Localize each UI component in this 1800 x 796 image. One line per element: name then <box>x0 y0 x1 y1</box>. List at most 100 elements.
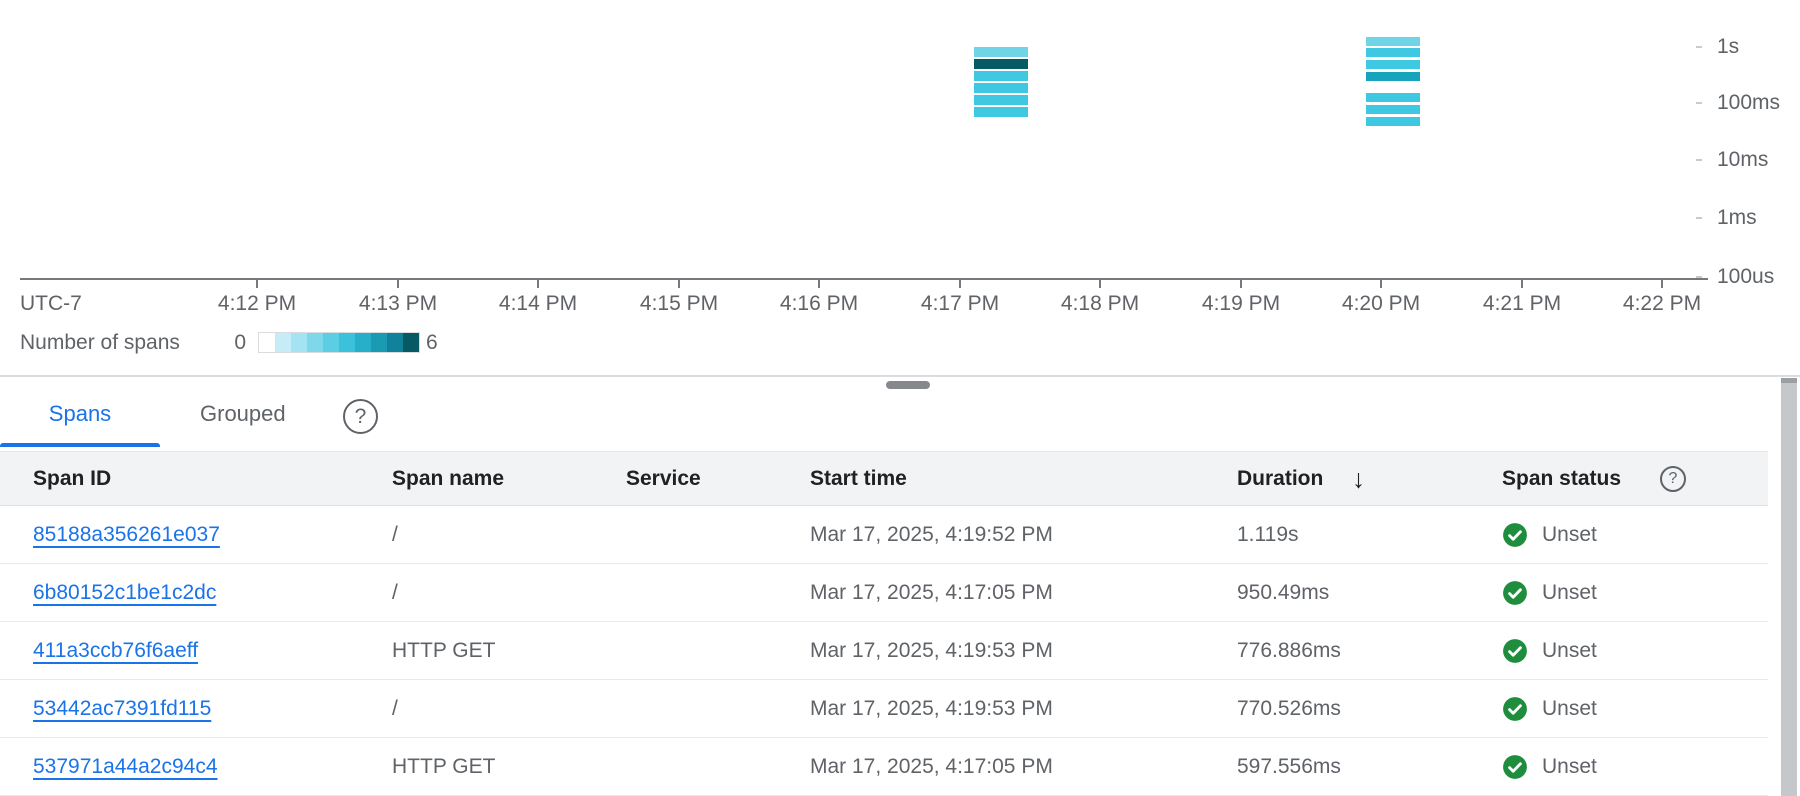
column-header-service: Service <box>626 466 701 490</box>
duration-cell: 770.526ms <box>1237 696 1341 720</box>
status-check-icon <box>1503 696 1527 721</box>
heatmap-cell[interactable] <box>1366 117 1420 126</box>
y-axis-tick <box>1696 46 1702 48</box>
legend-max-value: 6 <box>426 331 438 354</box>
heatmap-cell[interactable] <box>974 95 1028 105</box>
legend-gradient-step <box>387 333 403 352</box>
heatmap-cell[interactable] <box>974 71 1028 81</box>
x-axis-tick-label: 4:20 PM <box>1341 292 1421 315</box>
legend-gradient-step <box>275 333 291 352</box>
legend-gradient-step <box>355 333 371 352</box>
panel-resize-handle[interactable] <box>886 381 930 389</box>
legend-gradient-step <box>371 333 387 352</box>
x-axis-tick <box>1099 280 1101 288</box>
start-time-cell: Mar 17, 2025, 4:19:52 PM <box>810 522 1053 546</box>
table-row: 85188a356261e037 / Mar 17, 2025, 4:19:52 P… <box>0 506 1768 564</box>
heatmap-cell[interactable] <box>974 59 1028 69</box>
status-check-icon <box>1503 754 1527 779</box>
heatmap-cell[interactable] <box>1366 93 1420 102</box>
x-axis-tick-label: 4:21 PM <box>1482 292 1562 315</box>
column-header-duration[interactable]: Duration <box>1237 466 1324 490</box>
span-status-help-icon[interactable] <box>1660 465 1686 492</box>
x-axis-tick-label: 4:13 PM <box>358 292 438 315</box>
span-id-link[interactable]: 411a3ccb76f6aeff <box>33 638 199 662</box>
y-axis-tick <box>1696 159 1702 161</box>
duration-cell: 1.119s <box>1237 522 1299 546</box>
table-row: 411a3ccb76f6aeff HTTP GET Mar 17, 2025, 4:… <box>0 622 1768 680</box>
x-axis-tick <box>678 280 680 288</box>
table-row: 537971a44a2c94c4 HTTP GET Mar 17, 2025, 4:… <box>0 738 1768 796</box>
span-name-cell: / <box>392 696 398 720</box>
table-header-row: Span ID Span name Service Start time Dur… <box>0 451 1768 506</box>
panel-divider <box>0 375 1800 377</box>
column-header-span-status: Span status <box>1502 466 1622 490</box>
tab-grouped[interactable]: Grouped <box>200 401 286 426</box>
table-row: 53442ac7391fd115 / Mar 17, 2025, 4:19:53 P… <box>0 680 1768 738</box>
duration-cell: 950.49ms <box>1237 580 1330 604</box>
grouped-help-icon[interactable] <box>343 399 378 434</box>
column-header-span-id: Span ID <box>33 466 112 490</box>
y-axis-tick <box>1696 276 1702 278</box>
status-check-icon <box>1503 522 1527 547</box>
x-axis-tick-label: 4:15 PM <box>639 292 719 315</box>
span-id-link[interactable]: 6b80152c1be1c2dc <box>33 580 217 604</box>
x-axis-line <box>20 278 1708 280</box>
y-axis-tick-label: 1ms <box>1717 206 1757 229</box>
heatmap-cell[interactable] <box>1366 105 1420 114</box>
span-id-link[interactable]: 53442ac7391fd115 <box>33 696 212 720</box>
start-time-cell: Mar 17, 2025, 4:17:05 PM <box>810 580 1053 604</box>
heatmap-cell[interactable] <box>974 83 1028 93</box>
heatmap-cell[interactable] <box>1366 60 1420 69</box>
x-axis-tick-label: 4:19 PM <box>1201 292 1281 315</box>
start-time-cell: Mar 17, 2025, 4:19:53 PM <box>810 696 1053 720</box>
x-axis-tick-label: 4:14 PM <box>498 292 578 315</box>
span-name-cell: / <box>392 522 398 546</box>
y-axis-tick <box>1696 102 1702 104</box>
heatmap-cell[interactable] <box>1366 72 1420 81</box>
legend-gradient-step <box>403 333 419 352</box>
span-status-cell: Unset <box>1502 696 1597 722</box>
legend-gradient-step <box>291 333 307 352</box>
legend-gradient-step <box>259 333 275 352</box>
x-axis-tick-label: 4:16 PM <box>779 292 859 315</box>
span-status-label: Unset <box>1542 580 1597 604</box>
legend-label: Number of spans <box>20 331 180 354</box>
x-axis-tick <box>256 280 258 288</box>
y-axis-tick-label: 100ms <box>1717 91 1781 114</box>
x-axis-tick <box>1661 280 1663 288</box>
x-axis-tick <box>537 280 539 288</box>
y-axis-tick-label: 1s <box>1717 35 1740 58</box>
heatmap-cell[interactable] <box>1366 37 1420 46</box>
span-id-link[interactable]: 537971a44a2c94c4 <box>33 754 218 778</box>
x-axis-tick-label: 4:18 PM <box>1060 292 1140 315</box>
heatmap-cell[interactable] <box>974 107 1028 117</box>
start-time-cell: Mar 17, 2025, 4:17:05 PM <box>810 754 1053 778</box>
x-axis-tick <box>818 280 820 288</box>
span-status-label: Unset <box>1542 754 1597 778</box>
y-axis-tick <box>1696 217 1702 219</box>
span-status-label: Unset <box>1542 638 1597 662</box>
x-axis-tick <box>959 280 961 288</box>
duration-cell: 776.886ms <box>1237 638 1341 662</box>
legend-color-scale <box>258 332 420 353</box>
vertical-scrollbar[interactable] <box>1781 378 1797 796</box>
active-tab-underline <box>0 443 160 447</box>
span-status-cell: Unset <box>1502 580 1597 606</box>
heatmap-cell[interactable] <box>1366 48 1420 57</box>
span-status-cell: Unset <box>1502 754 1597 780</box>
span-status-label: Unset <box>1542 696 1597 720</box>
x-axis-tick <box>397 280 399 288</box>
x-axis-tick <box>1380 280 1382 288</box>
sort-descending-icon[interactable] <box>1352 463 1365 494</box>
duration-cell: 597.556ms <box>1237 754 1341 778</box>
timezone-label: UTC-7 <box>20 292 82 315</box>
x-axis-tick-label: 4:22 PM <box>1622 292 1702 315</box>
y-axis-tick-label: 100us <box>1717 265 1775 288</box>
heatmap-cell[interactable] <box>974 47 1028 57</box>
tab-spans[interactable]: Spans <box>48 401 112 426</box>
legend-min-value: 0 <box>234 331 246 354</box>
span-id-link[interactable]: 85188a356261e037 <box>33 522 220 546</box>
span-status-cell: Unset <box>1502 638 1597 664</box>
x-axis-tick <box>1521 280 1523 288</box>
